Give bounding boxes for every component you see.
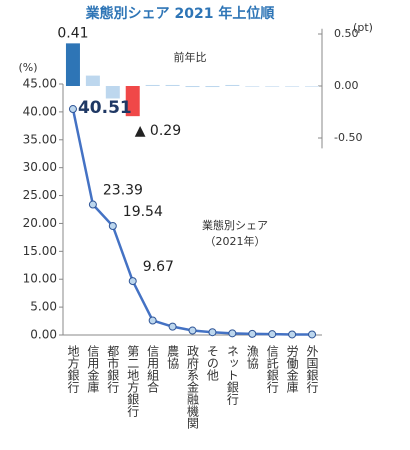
marker xyxy=(68,105,77,114)
x-tick-label: 外国銀行 xyxy=(305,345,319,393)
x-tick-label: 労働金庫 xyxy=(285,345,299,394)
marker xyxy=(288,330,297,339)
marker xyxy=(168,322,177,331)
value-label: 23.39 xyxy=(103,183,143,199)
x-tick-label: 地方銀行 xyxy=(66,345,80,393)
x-tick-label: 都市銀行 xyxy=(106,345,120,393)
marker xyxy=(228,329,237,338)
bar xyxy=(145,84,160,86)
x-tick-label: 信用組合 xyxy=(146,345,160,393)
bar xyxy=(125,86,140,117)
bar xyxy=(225,84,240,86)
line-label: 業態別シェア xyxy=(202,218,268,232)
y-axis-label: (%) xyxy=(18,61,37,74)
value-label: 0.41 xyxy=(57,25,88,41)
y-tick-label: 10.00 xyxy=(23,272,57,286)
marker xyxy=(128,277,137,286)
x-tick-label: 信託銀行 xyxy=(265,345,279,393)
y-tick-label: 45.00 xyxy=(23,77,57,91)
line-label: （2021年） xyxy=(205,234,266,248)
marker xyxy=(88,200,97,209)
value-label: 19.54 xyxy=(123,204,163,220)
marker xyxy=(308,330,317,339)
bar xyxy=(245,86,260,87)
value-label: 40.51 xyxy=(78,98,132,118)
x-tick-label: ネット銀行 xyxy=(225,345,239,405)
y2-tick-label: 0.00 xyxy=(334,79,359,92)
x-tick-label: 政府系金融機関 xyxy=(186,345,200,429)
y-tick-label: 20.00 xyxy=(23,216,57,230)
x-tick-label: 漁協 xyxy=(245,345,259,370)
x-tick-label: その他 xyxy=(205,345,219,381)
bar xyxy=(165,84,180,86)
y-tick-label: 25.00 xyxy=(23,188,57,202)
chart-title: 業態別シェア 2021 年上位順 xyxy=(85,5,276,22)
y-tick-label: 0.00 xyxy=(30,328,57,342)
bar xyxy=(265,86,280,87)
marker xyxy=(248,329,257,338)
line xyxy=(71,108,313,336)
x-tick-label: 第二地方銀行 xyxy=(126,345,140,417)
y-tick-label: 15.00 xyxy=(23,244,57,258)
x-tick-label: 農協 xyxy=(166,345,180,370)
y2-axis-label: (pt) xyxy=(353,21,373,34)
value-label: 9.67 xyxy=(143,259,174,275)
y2-tick-label: -0.50 xyxy=(334,131,362,144)
bar xyxy=(185,86,200,88)
marker xyxy=(208,328,217,337)
bar xyxy=(205,86,220,88)
y-tick-label: 5.00 xyxy=(30,300,57,314)
value-label: ▲ 0.29 xyxy=(135,123,181,139)
marker xyxy=(188,326,197,335)
x-tick-label: 信用金庫 xyxy=(86,345,100,394)
y-tick-label: 40.00 xyxy=(23,104,57,118)
y2-tick-label: 0.50 xyxy=(334,27,359,40)
bar xyxy=(305,86,320,87)
bar xyxy=(105,86,120,99)
y-tick-label: 35.00 xyxy=(23,132,57,146)
marker xyxy=(268,330,277,339)
bar-label: 前年比 xyxy=(174,50,207,64)
y-tick-label: 30.00 xyxy=(23,160,57,174)
marker xyxy=(148,316,157,325)
bar xyxy=(65,43,80,86)
bar xyxy=(285,86,300,87)
marker xyxy=(108,222,117,231)
bar xyxy=(85,75,100,86)
